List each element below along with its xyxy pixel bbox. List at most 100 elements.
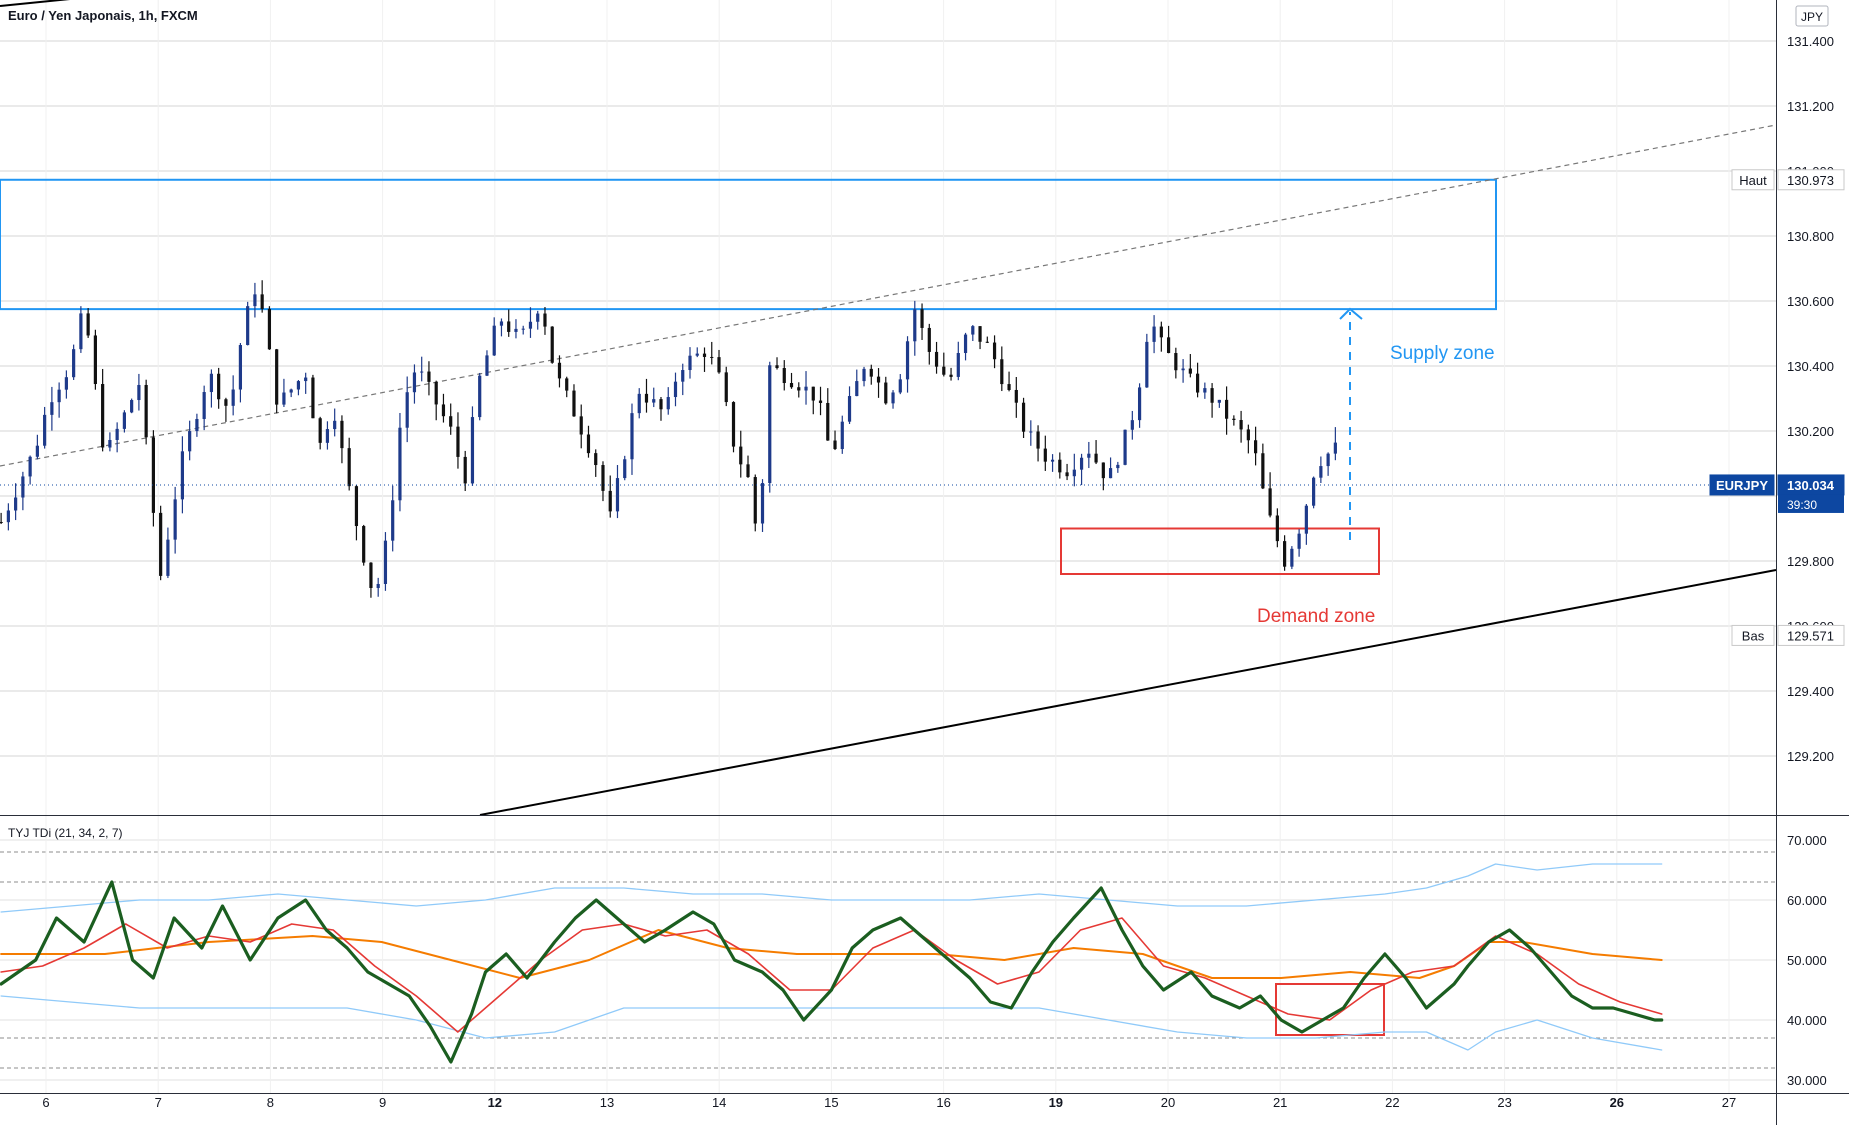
indicator-upper-band-line bbox=[0, 863, 1663, 913]
candle-body bbox=[521, 328, 525, 330]
high-tag-value-box bbox=[1777, 169, 1845, 191]
time-tick-label: 27 bbox=[1722, 1095, 1736, 1110]
candle-body bbox=[376, 583, 380, 588]
indicator-lower-band-line bbox=[0, 995, 1663, 1051]
candle-body bbox=[1036, 431, 1040, 449]
candle-body bbox=[681, 370, 685, 382]
candle-body bbox=[0, 522, 3, 523]
price-tick-label: 129.200 bbox=[1787, 749, 1834, 764]
candle-body bbox=[130, 400, 134, 413]
candle-body bbox=[1239, 419, 1243, 430]
candle-body bbox=[579, 416, 583, 435]
candle-body bbox=[1246, 429, 1250, 441]
candle-body bbox=[934, 351, 939, 367]
candle-body bbox=[710, 356, 714, 358]
supply-zone-box bbox=[0, 178, 1497, 311]
candles-layer bbox=[0, 280, 1337, 598]
candle-body bbox=[57, 389, 61, 403]
time-tick-label: 22 bbox=[1385, 1095, 1399, 1110]
high-tag-symbol-text: Haut bbox=[1739, 173, 1767, 188]
candle-body bbox=[608, 490, 612, 512]
candle-body bbox=[811, 386, 815, 401]
candle-body bbox=[383, 540, 388, 584]
candle-body bbox=[282, 392, 286, 405]
candle-body bbox=[927, 327, 931, 352]
candle-body bbox=[536, 313, 540, 322]
candle-body bbox=[463, 456, 467, 484]
candle-body bbox=[1159, 326, 1163, 338]
candle-body bbox=[637, 393, 641, 414]
candle-body bbox=[666, 397, 670, 410]
projection-arrow-head bbox=[1339, 307, 1363, 320]
candle-body bbox=[702, 353, 707, 357]
candle-body bbox=[971, 326, 975, 335]
candle-body bbox=[325, 429, 330, 443]
candle-body bbox=[1000, 359, 1004, 385]
candle-body bbox=[470, 417, 475, 484]
indicator-tick-label: 70.000 bbox=[1787, 833, 1827, 848]
candle-body bbox=[478, 375, 482, 418]
candle-body bbox=[28, 456, 32, 477]
indicator-layer bbox=[0, 863, 1664, 1064]
time-tick-label: 23 bbox=[1497, 1095, 1511, 1110]
candle-body bbox=[1101, 462, 1105, 479]
time-tick-label: 13 bbox=[600, 1095, 614, 1110]
candle-body bbox=[1224, 399, 1229, 419]
candle-body bbox=[1326, 453, 1330, 467]
candle-body bbox=[949, 374, 953, 377]
countdown-box bbox=[1778, 494, 1844, 513]
candle-body bbox=[1130, 420, 1134, 430]
time-tick-label: 19 bbox=[1049, 1095, 1063, 1110]
grid-layer bbox=[0, 0, 1776, 1093]
candle-body bbox=[499, 321, 504, 326]
price-tick-label: 129.400 bbox=[1787, 684, 1834, 699]
candle-body bbox=[275, 349, 279, 405]
last-price-tag: EURJPY 130.034 bbox=[1709, 474, 1845, 496]
time-tick-label: 6 bbox=[42, 1095, 49, 1110]
time-tick-label: 15 bbox=[824, 1095, 838, 1110]
candle-body bbox=[789, 383, 794, 388]
candle-body bbox=[717, 357, 721, 373]
low-tag: Bas 129.571 bbox=[1731, 624, 1845, 646]
candle-body bbox=[1319, 466, 1323, 478]
candle-body bbox=[543, 313, 547, 327]
candle-body bbox=[456, 426, 460, 457]
candle-body bbox=[1188, 368, 1192, 374]
high-tag-symbol-box bbox=[1731, 169, 1775, 191]
candle-body bbox=[72, 349, 76, 378]
currency-box bbox=[1795, 5, 1829, 27]
candle-body bbox=[485, 355, 489, 376]
candle-body bbox=[217, 373, 221, 400]
candle-body bbox=[1108, 468, 1113, 479]
candle-body bbox=[441, 404, 446, 417]
demand-zone-box bbox=[1060, 527, 1380, 575]
candle-body bbox=[746, 464, 750, 478]
candle-body bbox=[492, 325, 496, 356]
candle-body bbox=[695, 353, 699, 356]
candle-body bbox=[333, 420, 337, 430]
candle-body bbox=[601, 465, 605, 491]
candle-body bbox=[64, 377, 68, 390]
candle-body bbox=[43, 414, 47, 446]
candle-body bbox=[195, 418, 199, 432]
price-tick-label: 130.400 bbox=[1787, 359, 1834, 374]
candle-body bbox=[1275, 515, 1279, 542]
candle-body bbox=[731, 402, 736, 447]
candle-body bbox=[304, 377, 308, 382]
candle-body bbox=[1312, 477, 1316, 506]
candle-body bbox=[507, 321, 511, 332]
candle-body bbox=[1195, 373, 1200, 393]
candle-body bbox=[246, 306, 250, 346]
indicator-tick-label: 40.000 bbox=[1787, 1013, 1827, 1028]
candle-body bbox=[405, 392, 409, 428]
candle-body bbox=[1087, 453, 1091, 458]
candle-body bbox=[173, 499, 177, 540]
time-tick-label: 7 bbox=[155, 1095, 162, 1110]
time-tick-label: 9 bbox=[379, 1095, 386, 1110]
candle-body bbox=[644, 393, 649, 403]
candle-body bbox=[86, 313, 90, 336]
candle-body bbox=[623, 459, 627, 479]
high-tag-value-text: 130.973 bbox=[1787, 173, 1834, 188]
